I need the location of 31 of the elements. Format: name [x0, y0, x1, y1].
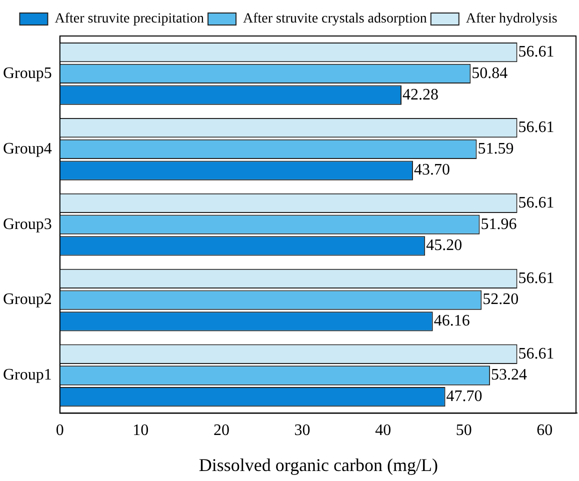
data-label: 56.61 [518, 194, 554, 212]
data-label: 43.70 [414, 162, 450, 179]
legend-label: After struvite precipitation [54, 12, 204, 27]
data-label: 46.16 [434, 312, 470, 330]
data-label: 51.96 [480, 216, 517, 233]
x-tick-label: 10 [132, 422, 149, 440]
data-label: 50.84 [472, 64, 508, 82]
data-label: 45.20 [426, 237, 462, 254]
data-label: 53.24 [491, 366, 528, 384]
x-tick-label: 40 [375, 422, 392, 440]
x-tick-label: 30 [294, 422, 310, 440]
y-tick-label: Group4 [2, 140, 52, 158]
y-tick-label: Group1 [2, 366, 52, 384]
data-label: 51.59 [478, 140, 514, 158]
data-label: 56.61 [518, 270, 554, 287]
y-tick-label: Group2 [2, 291, 52, 308]
x-tick-label: 20 [213, 422, 230, 440]
x-tick-label: 0 [56, 422, 64, 440]
legend-label: After hydrolysis [466, 12, 558, 27]
data-label: 56.61 [518, 345, 554, 362]
x-tick-label: 50 [456, 422, 472, 440]
x-tick-label: 60 [536, 422, 553, 440]
x-axis-title: Dissolved organic carbon (mg/L) [198, 454, 438, 475]
legend-label: After struvite crystals adsorption [243, 12, 427, 27]
y-tick-label: Group3 [2, 216, 52, 233]
data-label: 52.20 [482, 291, 519, 308]
data-label: 47.70 [446, 388, 482, 406]
data-label: 42.28 [402, 86, 439, 104]
data-label: 56.61 [518, 118, 554, 136]
y-tick-label: Group5 [2, 64, 52, 82]
data-label: 56.61 [518, 44, 554, 61]
